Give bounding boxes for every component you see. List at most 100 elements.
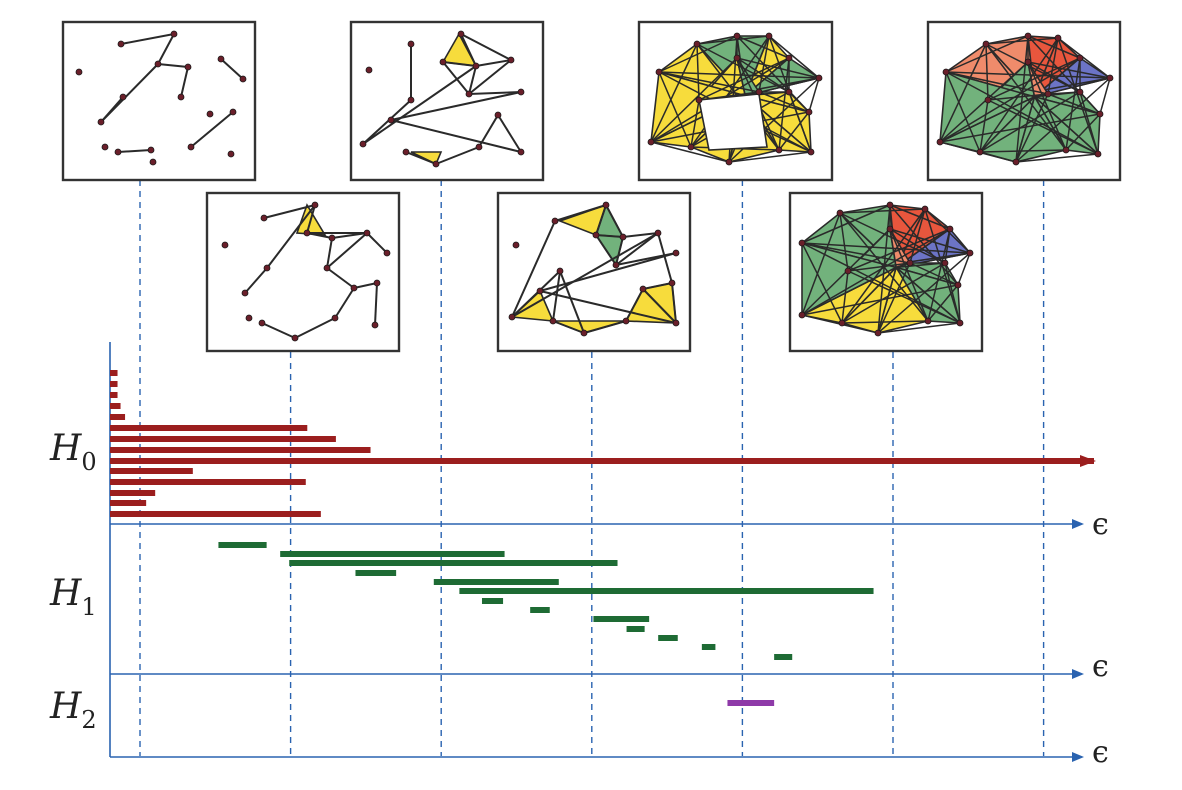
complex-vertex — [798, 239, 806, 247]
complex-edge — [605, 204, 624, 238]
complex-vertex — [619, 233, 627, 241]
complex-edge — [987, 57, 1081, 101]
complex-vertex — [114, 148, 122, 156]
filtration-panel-6 — [788, 191, 984, 353]
complex-vertex — [263, 264, 271, 272]
complex-vertex — [407, 40, 415, 48]
complex-vertex — [350, 284, 358, 292]
complex-vertex — [886, 225, 894, 233]
complex-vertex — [217, 55, 225, 63]
complex-vertex — [149, 158, 157, 166]
complex-vertex — [592, 231, 600, 239]
complex-edge — [650, 43, 698, 143]
complex-edge — [554, 204, 607, 222]
complex-vertex — [119, 93, 127, 101]
complex-vertex — [365, 66, 373, 74]
complex-edge — [120, 33, 175, 45]
complex-vertex — [407, 96, 415, 104]
complex-vertex — [639, 285, 647, 293]
complex-vertex — [647, 138, 655, 146]
complex-vertex — [775, 146, 783, 154]
svg-text:H0: H0 — [49, 428, 97, 476]
complex-edge — [939, 61, 1029, 143]
complex-edge — [390, 119, 522, 153]
complex-edge — [478, 114, 499, 148]
complex-vertex — [1012, 158, 1020, 166]
complex-vertex — [258, 319, 266, 327]
complex-edge — [157, 63, 189, 68]
complex-edge — [924, 208, 961, 324]
complex-edge — [909, 208, 926, 264]
filled-triangle — [801, 241, 899, 317]
complex-edge — [939, 113, 1101, 143]
complex-vertex — [672, 319, 680, 327]
complex-edge — [696, 43, 790, 93]
h1-symbol: H — [49, 573, 82, 614]
complex-edge — [945, 71, 1049, 95]
svg-text:H1: H1 — [49, 573, 97, 621]
complex-vertex — [328, 234, 336, 242]
complex-edge — [841, 270, 849, 324]
complex-edge — [511, 232, 659, 318]
row-label-h0: H0 — [49, 428, 97, 476]
complex-edge — [736, 35, 790, 59]
complex-vertex — [383, 249, 391, 257]
complex-vertex — [549, 317, 557, 325]
complex-edge — [979, 99, 989, 153]
complex-vertex — [371, 321, 379, 329]
complex-edge — [157, 33, 175, 65]
complex-edge — [657, 232, 673, 284]
complex-vertex — [612, 261, 620, 269]
complex-edge — [788, 91, 812, 153]
complex-edge — [442, 61, 477, 67]
complex-edge — [839, 212, 849, 272]
complex-edge — [650, 57, 738, 143]
complex-edge — [945, 71, 1111, 79]
complex-vertex — [785, 88, 793, 96]
complex-vertex — [693, 40, 701, 48]
complex-vertex — [101, 143, 109, 151]
complex-vertex — [323, 264, 331, 272]
complex-vertex — [836, 209, 844, 217]
complex-vertex — [373, 279, 381, 287]
complex-vertex — [363, 229, 371, 237]
complex-edge — [334, 287, 355, 319]
complex-edge — [1027, 61, 1067, 151]
complex-vertex — [229, 108, 237, 116]
complex-vertex — [241, 289, 249, 297]
complex-vertex — [551, 217, 559, 225]
complex-edge — [326, 267, 355, 289]
complex-vertex — [668, 279, 676, 287]
complex-edge — [475, 59, 512, 67]
panel-frame — [349, 20, 545, 182]
complex-vertex — [472, 62, 480, 70]
complex-vertex — [765, 32, 773, 40]
row-label-h1: H1 — [49, 573, 97, 621]
complex-edge — [374, 282, 378, 326]
complex-edge — [944, 262, 961, 324]
complex-vertex — [946, 225, 954, 233]
complex-edge — [658, 71, 760, 93]
complex-vertex — [311, 201, 319, 209]
complex-edge — [326, 232, 368, 269]
complex-edge — [1065, 113, 1101, 151]
svg-text:H2: H2 — [49, 686, 97, 734]
complex-edge — [939, 57, 1081, 143]
complex-edge — [877, 322, 961, 334]
complex-vertex — [725, 158, 733, 166]
complex-edge — [841, 320, 929, 324]
complex-edge — [366, 232, 388, 254]
complex-vertex — [432, 160, 440, 168]
complex-edge — [889, 228, 929, 322]
complex-edge — [583, 320, 627, 334]
filtration-panel-7 — [926, 20, 1122, 182]
complex-vertex — [184, 63, 192, 71]
complex-vertex — [517, 88, 525, 96]
complex-edge — [642, 288, 677, 324]
complex-hole — [698, 93, 768, 151]
complex-vertex — [966, 249, 974, 257]
panel-frame — [61, 20, 257, 182]
complex-vertex — [622, 317, 630, 325]
complex-vertex — [805, 108, 813, 116]
complex-vertex — [733, 32, 741, 40]
